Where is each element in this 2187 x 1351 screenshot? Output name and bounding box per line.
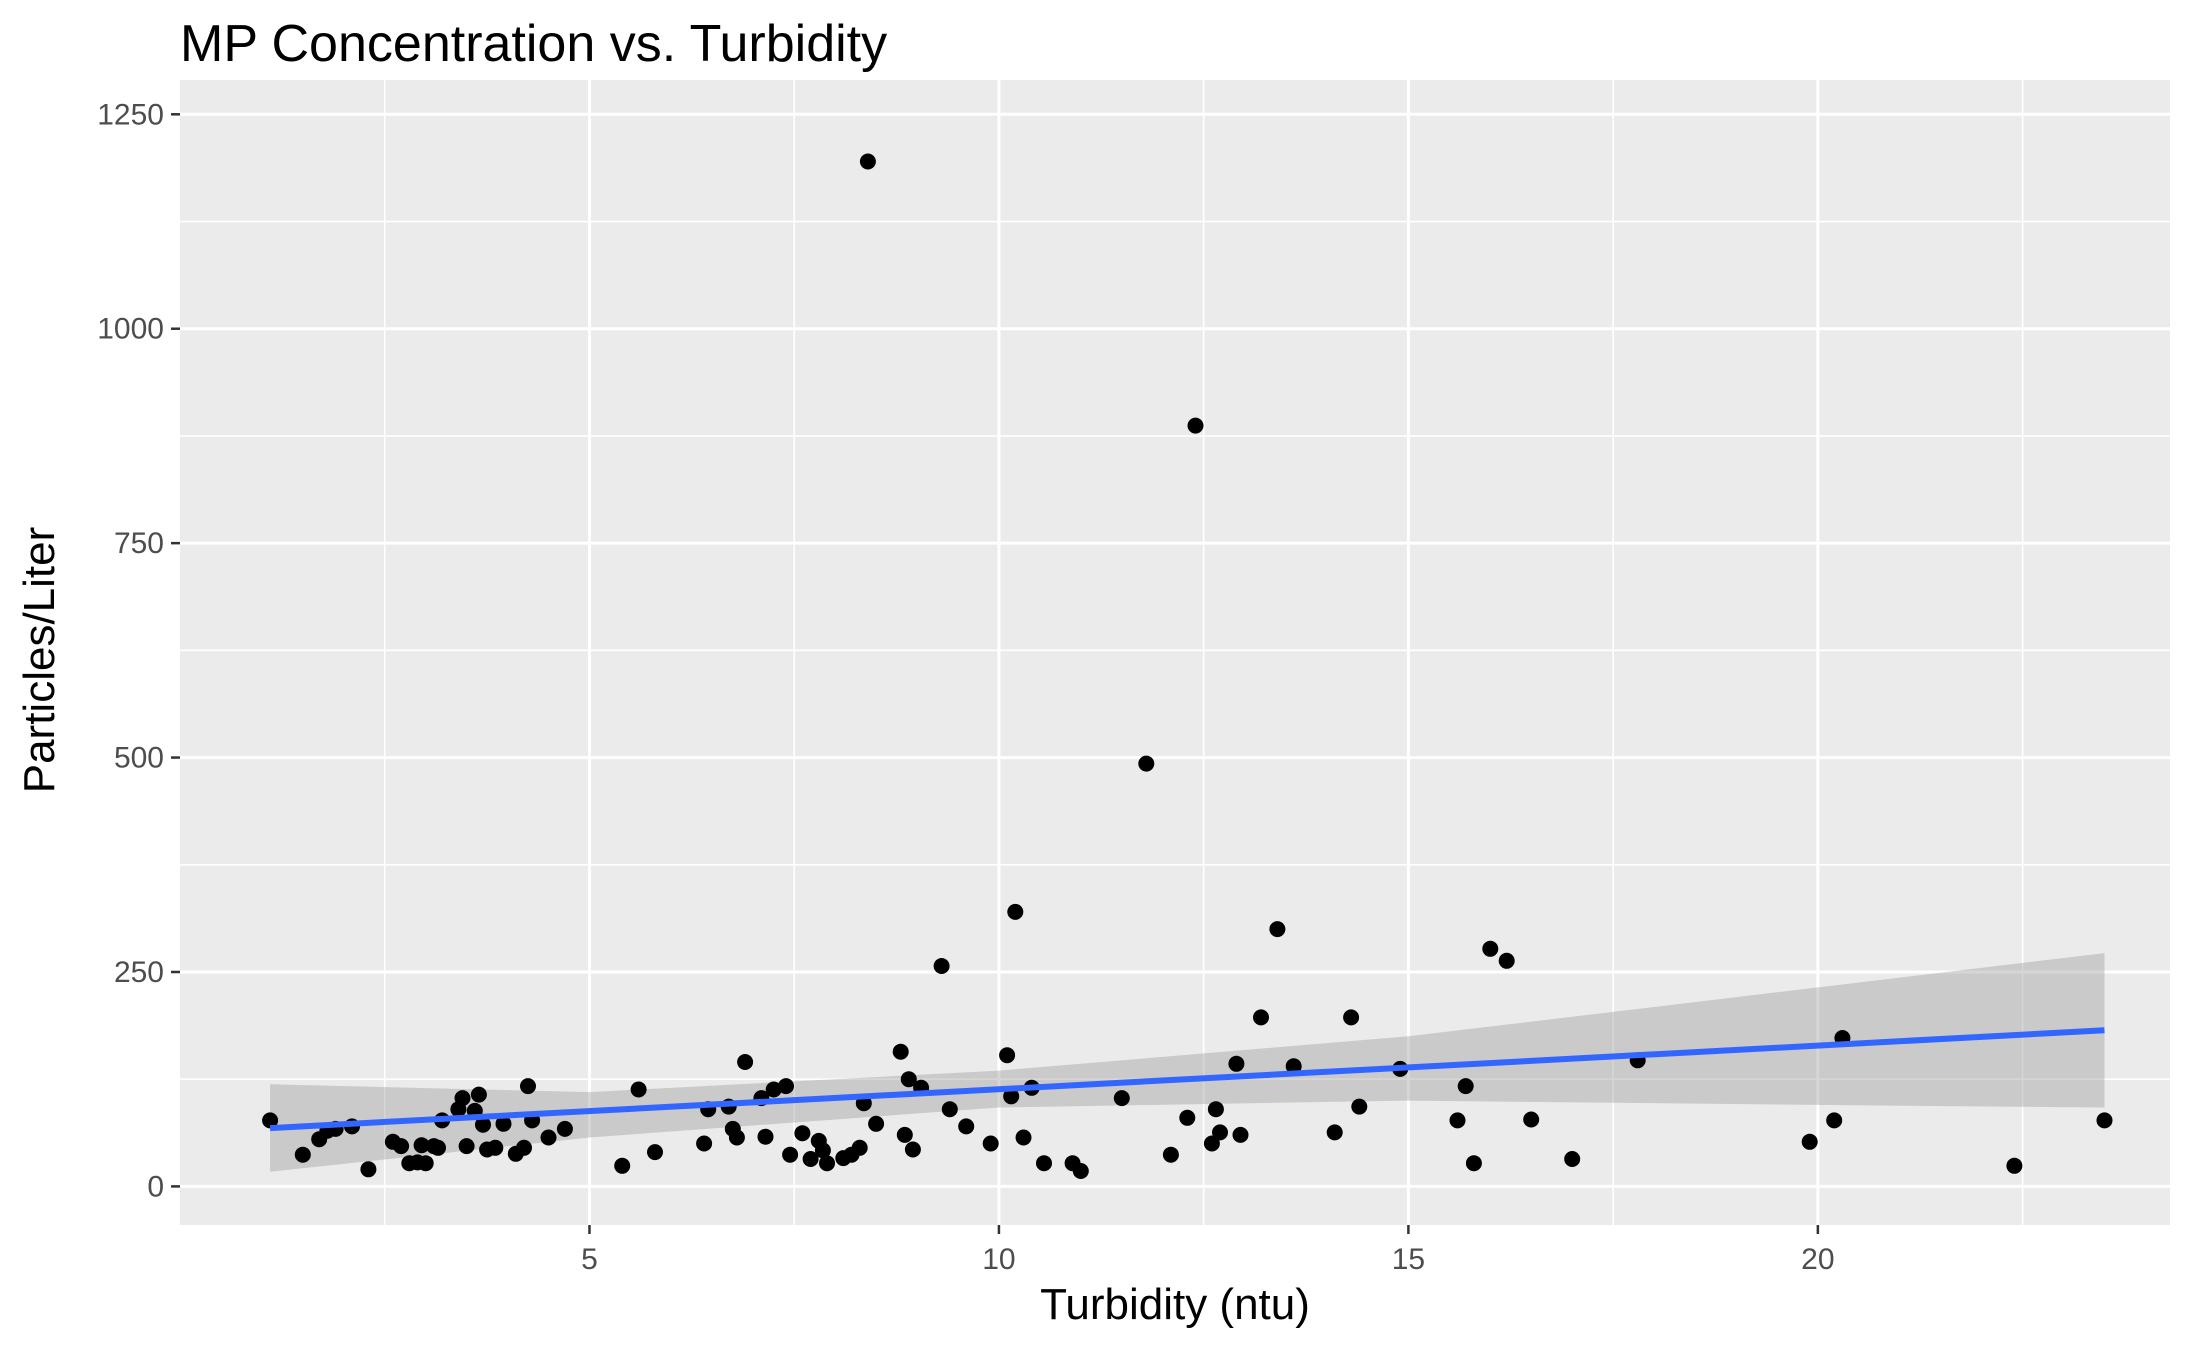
data-points <box>262 153 2113 1179</box>
x-axis-label: Turbidity (ntu) <box>1040 1280 1310 1329</box>
data-point <box>294 1146 311 1163</box>
data-point <box>2006 1157 2023 1174</box>
x-tick-label: 5 <box>581 1243 598 1276</box>
trend-line <box>269 1027 2105 1132</box>
data-point <box>737 1054 754 1070</box>
data-point <box>1285 1058 1302 1075</box>
data-point <box>982 1135 999 1152</box>
data-point <box>1826 1112 1843 1129</box>
data-point <box>393 1138 410 1155</box>
data-point <box>1138 755 1155 772</box>
data-point <box>360 1161 377 1178</box>
data-point <box>262 1112 279 1129</box>
data-point <box>614 1157 631 1174</box>
data-point <box>1523 1111 1540 1128</box>
data-point <box>782 1146 799 1163</box>
data-point <box>933 958 950 974</box>
major-gridlines <box>180 80 2170 1225</box>
data-point <box>1228 1055 1245 1072</box>
data-point <box>1162 1146 1179 1163</box>
data-point <box>778 1078 794 1095</box>
y-tick-label: 500 <box>114 742 164 775</box>
x-tick-label: 15 <box>1392 1243 1425 1276</box>
data-point <box>819 1155 835 1172</box>
data-point <box>454 1090 471 1107</box>
data-point <box>859 153 876 170</box>
confidence-band <box>270 953 2105 1172</box>
data-point <box>516 1139 532 1156</box>
data-point <box>814 1142 831 1159</box>
data-point <box>728 1129 745 1146</box>
y-tick-label: 1000 <box>97 313 164 346</box>
data-point <box>1343 1009 1360 1026</box>
y-axis-label: Particles/Liter <box>15 526 64 794</box>
data-point <box>1457 1078 1474 1095</box>
data-point <box>1326 1124 1343 1141</box>
data-point <box>1015 1129 1032 1146</box>
data-point <box>413 1137 430 1154</box>
data-point <box>430 1139 446 1156</box>
chart-title: MP Concentration vs. Turbidity <box>180 15 888 73</box>
data-point <box>630 1081 647 1098</box>
data-point <box>1498 952 1515 969</box>
data-point <box>417 1155 434 1172</box>
data-point <box>1232 1126 1249 1143</box>
y-tick-label: 0 <box>147 1170 164 1203</box>
data-point <box>1007 903 1024 920</box>
y-tick-label: 750 <box>114 527 164 560</box>
data-point <box>520 1078 536 1095</box>
data-point <box>1801 1133 1818 1150</box>
data-point <box>458 1138 475 1155</box>
data-point <box>1113 1090 1130 1107</box>
data-point <box>892 1043 909 1060</box>
data-point <box>900 1071 917 1088</box>
data-point <box>475 1116 491 1133</box>
data-point <box>1351 1098 1368 1115</box>
data-point <box>647 1144 663 1161</box>
data-point <box>896 1126 913 1143</box>
data-point <box>868 1115 885 1132</box>
data-point <box>999 1047 1016 1064</box>
data-point <box>1187 417 1204 434</box>
data-point <box>1072 1163 1089 1179</box>
regression-line <box>269 1027 2105 1132</box>
data-point <box>794 1125 811 1142</box>
data-point <box>941 1101 958 1118</box>
data-point <box>1207 1101 1224 1118</box>
data-point <box>696 1135 713 1152</box>
data-point <box>1449 1112 1466 1129</box>
data-point <box>1482 940 1499 957</box>
data-point <box>556 1120 573 1137</box>
data-point <box>540 1129 557 1146</box>
y-tick-label: 250 <box>114 956 164 989</box>
data-point <box>1036 1155 1052 1172</box>
data-point <box>1253 1009 1269 1026</box>
data-point <box>1564 1151 1581 1167</box>
data-point <box>487 1139 504 1156</box>
data-point <box>1203 1135 1220 1152</box>
data-point <box>1179 1109 1196 1126</box>
data-point <box>470 1086 487 1103</box>
data-point <box>757 1128 774 1145</box>
data-point <box>1003 1088 1020 1105</box>
y-tick-label: 1250 <box>97 98 164 131</box>
data-point <box>2096 1112 2113 1129</box>
data-point <box>765 1081 782 1098</box>
data-point <box>495 1115 512 1132</box>
data-point <box>1269 921 1286 938</box>
data-point <box>1212 1124 1228 1141</box>
data-point <box>1465 1155 1482 1172</box>
x-tick-label: 20 <box>1801 1243 1834 1276</box>
data-point <box>958 1118 975 1135</box>
x-tick-label: 10 <box>982 1243 1015 1276</box>
data-point <box>802 1151 819 1167</box>
confidence-ribbon <box>270 953 2105 1172</box>
data-point <box>904 1141 921 1158</box>
data-point <box>851 1139 868 1156</box>
axes: 0 250 500 750 1000 1250 5 10 15 20 <box>97 98 1834 1276</box>
